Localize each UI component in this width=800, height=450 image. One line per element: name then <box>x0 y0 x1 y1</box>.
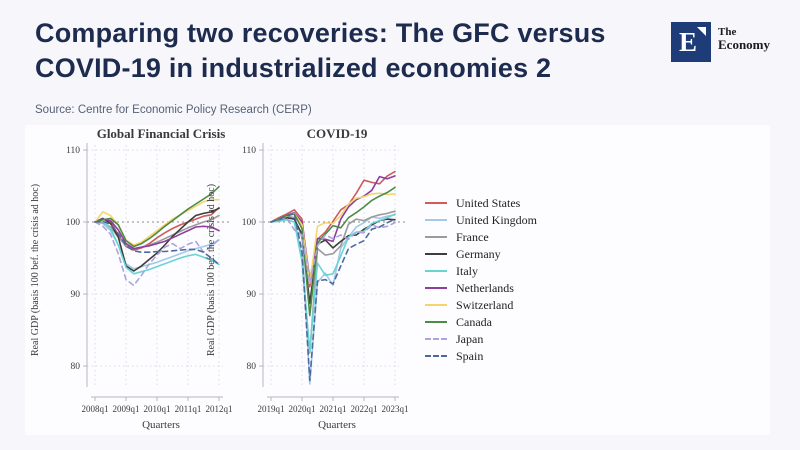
logo-name-line2: Economy <box>718 37 770 52</box>
chart-title: Global Financial Crisis <box>97 126 226 141</box>
legend-swatch-canada <box>425 321 447 323</box>
publisher-logo: E The Economy <box>671 22 770 62</box>
covid-chart: 2019q1 2020q1 2021q1 2022q1 2023q1 80 90 100 110… <box>206 126 409 431</box>
series-line-italy <box>94 220 220 275</box>
x-tick-label: 2020q1 <box>289 404 316 414</box>
y-tick-label: 90 <box>247 290 257 300</box>
series-line-spain <box>94 220 220 266</box>
chart-title: COVID-19 <box>307 126 368 141</box>
legend-label-netherlands: Netherlands <box>456 281 514 295</box>
legend-swatch-france <box>425 236 447 238</box>
x-axis-title: Quarters <box>318 419 356 431</box>
legend-swatch-united-kingdom <box>425 219 447 221</box>
legend-label-united-states: United States <box>456 196 521 210</box>
legend-swatch-germany <box>425 253 447 255</box>
y-tick-label: 100 <box>242 218 257 228</box>
legend-swatch-switzerland <box>425 304 447 306</box>
series-line-netherlands <box>94 218 220 250</box>
legend-label-canada: Canada <box>456 315 492 329</box>
x-tick-label: 2011q1 <box>175 404 202 414</box>
legend-swatch-netherlands <box>425 287 447 289</box>
series-line-united-states <box>270 170 396 288</box>
page-title: Comparing two recoveries: The GFC versus… <box>35 18 606 83</box>
legend-item-germany: Germany <box>425 248 537 260</box>
series-line-france <box>270 210 396 354</box>
logo-name: The Economy <box>718 26 770 52</box>
logo-name-line1: The <box>718 26 737 38</box>
y-axis-title: Real GDP (basis 100 bef. the crisis ad h… <box>30 184 41 356</box>
legend-swatch-japan <box>425 338 447 340</box>
legend-label-italy: Italy <box>456 264 478 278</box>
legend-item-netherlands: Netherlands <box>425 282 537 294</box>
legend-label-france: France <box>456 230 489 244</box>
y-tick-label: 100 <box>66 218 81 228</box>
logo-box: E <box>671 22 711 62</box>
legend-item-switzerland: Switzerland <box>425 299 537 311</box>
legend-item-italy: Italy <box>425 265 537 277</box>
legend-label-switzerland: Switzerland <box>456 298 514 312</box>
legend-item-canada: Canada <box>425 316 537 328</box>
series-line-canada <box>270 186 396 317</box>
y-axis-title: Real GDP (basis 100 bef. the crisis ad h… <box>206 184 217 356</box>
series-line-japan <box>270 216 396 284</box>
logo-quote-mark-icon <box>697 27 706 36</box>
legend-item-united-kingdom: United Kingdom <box>425 214 537 226</box>
gfc-chart: 2008q1 2009q1 2010q1 2011q1 2012q1 80 90 100 110… <box>30 126 233 431</box>
legend-item-japan: Japan <box>425 333 537 345</box>
x-tick-label: 2009q1 <box>113 404 140 414</box>
x-tick-label: 2021q1 <box>320 404 347 414</box>
series-line-canada <box>94 185 220 248</box>
x-tick-label: 2022q1 <box>351 404 378 414</box>
legend-label-germany: Germany <box>456 247 501 261</box>
legend-swatch-united-states <box>425 202 447 204</box>
series-line-germany <box>270 216 396 305</box>
x-tick-label: 2008q1 <box>82 404 109 414</box>
legend-label-spain: Spain <box>456 349 484 363</box>
legend-item-france: France <box>425 231 537 243</box>
y-tick-label: 80 <box>247 362 257 372</box>
x-tick-label: 2019q1 <box>258 404 285 414</box>
legend-item-spain: Spain <box>425 350 537 362</box>
series-line-italy <box>270 213 396 353</box>
y-tick-label: 90 <box>71 290 81 300</box>
y-tick-label: 110 <box>66 146 80 156</box>
series-line-spain <box>270 212 396 382</box>
legend-swatch-italy <box>425 270 447 272</box>
legend-label-japan: Japan <box>456 332 484 346</box>
source-attribution: Source: Centre for Economic Policy Resea… <box>35 104 312 116</box>
series-line-germany <box>94 207 220 272</box>
chart-panel: 2008q1 2009q1 2010q1 2011q1 2012q1 80 90 100 110… <box>25 125 770 435</box>
logo-letter: E <box>678 26 697 57</box>
series-line-united-states <box>94 206 220 251</box>
x-tick-label: 2012q1 <box>206 404 233 414</box>
chart-legend: United States United Kingdom France Germany… <box>425 197 537 362</box>
x-tick-label: 2010q1 <box>144 404 171 414</box>
legend-item-united-states: United States <box>425 197 537 209</box>
x-tick-label: 2023q1 <box>382 404 409 414</box>
y-tick-label: 80 <box>71 362 81 372</box>
series-line-japan <box>94 221 220 287</box>
x-axis-title: Quarters <box>142 419 180 431</box>
legend-swatch-spain <box>425 355 447 357</box>
legend-label-united-kingdom: United Kingdom <box>456 213 537 227</box>
y-tick-label: 110 <box>242 146 256 156</box>
